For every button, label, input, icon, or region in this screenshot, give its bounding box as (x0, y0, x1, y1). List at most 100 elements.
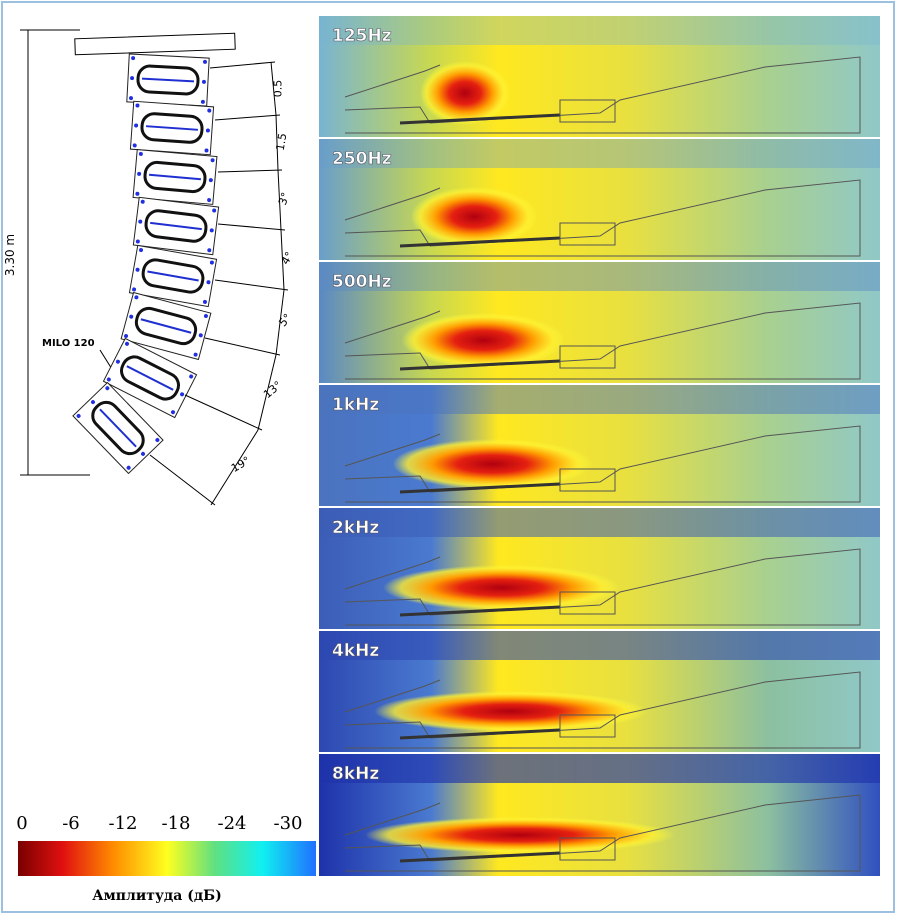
bolt (204, 148, 209, 153)
panel-top-shade (319, 384, 880, 414)
bolt (180, 392, 185, 397)
panel-background (319, 138, 880, 261)
rigging-frame (74, 32, 236, 56)
bolt (130, 76, 135, 81)
bolt (170, 410, 175, 415)
bolt (129, 96, 134, 101)
bolt (189, 374, 194, 379)
bolt (126, 465, 131, 470)
legend-tick-label: -30 (274, 813, 303, 834)
bolt (212, 208, 217, 213)
pressure-core (365, 817, 675, 853)
pressure-core (420, 61, 510, 125)
bolt (202, 299, 207, 304)
panel-top-shade (319, 138, 880, 168)
panel-label: 1kHz (332, 395, 379, 415)
dimension-line (275, 114, 279, 171)
bolt (206, 280, 211, 285)
angle-label: 4° (279, 250, 297, 267)
stage-box (559, 468, 616, 492)
floor-line (399, 482, 561, 494)
dimension-line (209, 61, 276, 69)
horn (143, 160, 207, 194)
bolt (201, 79, 206, 84)
panel-top-shade (319, 261, 880, 291)
legend-tick-label: -18 (162, 813, 191, 834)
panel-label: 250Hz (332, 149, 392, 169)
stage-box (559, 222, 616, 246)
panel-top-shade (319, 753, 880, 783)
pressure-core (383, 565, 620, 611)
floor-line (399, 359, 561, 371)
bolt (137, 171, 142, 176)
horn-slot (145, 125, 199, 131)
speaker-box (102, 337, 198, 419)
horn (91, 400, 145, 456)
panel-top-shade (319, 630, 880, 660)
horn-slot (149, 173, 201, 181)
bolt (209, 260, 214, 265)
bolt (155, 438, 160, 443)
bolt (125, 341, 130, 346)
bolt (198, 333, 203, 338)
angle-label: 3° (276, 191, 292, 207)
horn (134, 306, 198, 346)
horn-slot (147, 270, 199, 282)
dimension-line (257, 354, 277, 431)
horn (136, 64, 200, 96)
bolt (105, 386, 110, 391)
horn (144, 209, 208, 243)
bolt (115, 359, 120, 364)
bolt (134, 123, 139, 128)
dimension-line (210, 429, 259, 506)
speaker-box (129, 100, 215, 156)
bolt (210, 158, 215, 163)
horn (140, 112, 204, 144)
room-outline (344, 425, 861, 503)
floor-line (399, 605, 561, 617)
panel-top-shade (319, 15, 880, 45)
legend-caption: Амплитуда (дБ) (92, 888, 222, 904)
dimension-line (270, 61, 277, 116)
panel-label: 125Hz (332, 26, 392, 46)
horn-slot (140, 318, 192, 334)
stage-box (559, 99, 616, 123)
floor-line (399, 728, 561, 740)
legend-tick-label: -24 (218, 813, 247, 834)
panel-top-shade (319, 507, 880, 537)
bolt (135, 191, 140, 196)
room-outline (344, 548, 861, 626)
legend-tick-label: 0 (16, 813, 27, 834)
bolt (131, 56, 136, 61)
dimension-line (217, 223, 286, 231)
floor-line (399, 851, 561, 863)
speaker-box (126, 53, 210, 107)
bolt (129, 314, 134, 319)
bolt (132, 143, 137, 148)
speaker-box (132, 196, 220, 256)
bolt (138, 151, 143, 156)
stage-box (559, 591, 616, 615)
horn-slot (99, 408, 137, 448)
bolt (207, 198, 212, 203)
dimension-line (204, 337, 281, 356)
bolt (200, 99, 205, 104)
colorbar (18, 841, 316, 876)
angle-label: 13° (261, 379, 284, 401)
panel-background (319, 15, 880, 138)
horn-slot (150, 221, 202, 231)
bolt (90, 400, 95, 405)
frequency-panel: 2kHz (319, 506, 880, 630)
bolt (135, 103, 140, 108)
legend-tick-label: -6 (62, 813, 80, 834)
bolt (193, 352, 198, 357)
bolt (132, 287, 137, 292)
bolt (208, 178, 213, 183)
dimension-line (275, 289, 285, 356)
floor-line (399, 113, 561, 125)
bolt (203, 313, 208, 318)
legend-tick-label: -12 (109, 813, 138, 834)
colorbar-scale (18, 841, 316, 876)
